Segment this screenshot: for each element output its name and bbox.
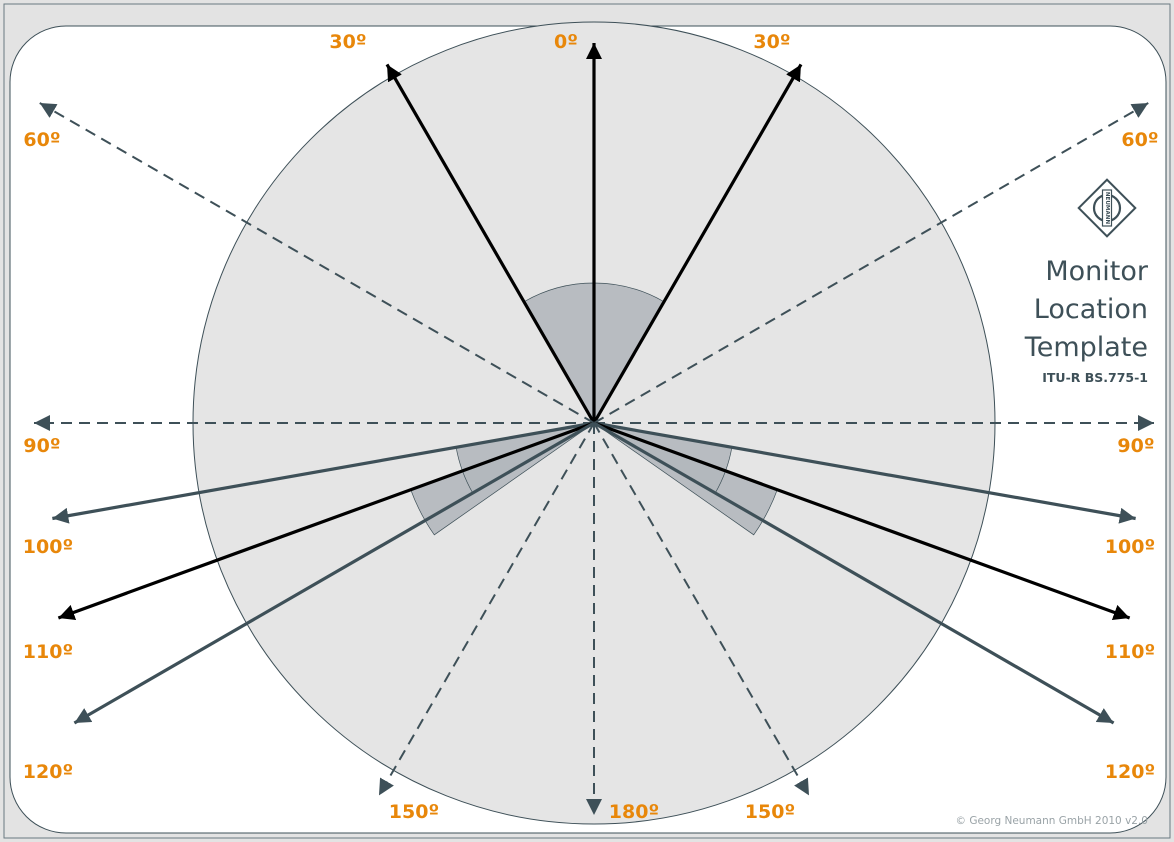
copyright-notice: © Georg Neumann GmbH 2010 v2.0 <box>955 815 1148 827</box>
ray-30-right-line <box>592 63 803 424</box>
ray-110-left-label: 110º <box>23 641 73 663</box>
ray-120-left-label: 120º <box>23 761 73 783</box>
ray-100-left-line <box>52 421 595 524</box>
ray-150-right-label: 150º <box>745 801 795 823</box>
title-line-2: Location <box>1034 294 1148 325</box>
ray-120-left-line <box>73 421 595 725</box>
ray-60-right-label: 60º <box>1121 129 1158 151</box>
ray-100-left-label: 100º <box>23 536 73 558</box>
title-line-3: Template <box>1024 332 1148 363</box>
ray-180-label: 180º <box>609 801 659 823</box>
ray-90-right-label: 90º <box>1117 435 1154 457</box>
title-line-1: Monitor <box>1045 256 1149 287</box>
speaker-rays <box>34 43 1154 815</box>
ray-110-left-line <box>57 421 595 620</box>
subtitle: ITU-R BS.775-1 <box>1042 370 1148 385</box>
ray-60-left-label: 60º <box>23 129 60 151</box>
ray-110-right-label: 110º <box>1105 641 1155 663</box>
ray-150-left-label: 150º <box>389 801 439 823</box>
ray-120-right-line <box>593 421 1115 725</box>
ray-100-right-label: 100º <box>1105 536 1155 558</box>
ray-110-right-line <box>593 421 1131 620</box>
ray-30-left-label: 30º <box>329 31 366 53</box>
ray-0-label: 0º <box>554 31 578 53</box>
ray-120-right-label: 120º <box>1105 761 1155 783</box>
ray-100-right-line <box>593 421 1136 524</box>
logo-bar-icon <box>1101 189 1113 227</box>
neumann-logo: NEUMANN <box>1077 178 1137 238</box>
angle-labels: 0º 30º 30º 60º 60º 90º 90º 100º 100º 110º 110º 120º… <box>23 31 1159 823</box>
ray-30-right-label: 30º <box>753 31 790 53</box>
ray-90-left-label: 90º <box>23 435 60 457</box>
ray-30-left-line <box>385 63 596 424</box>
logo-wordmark: NEUMANN <box>1104 192 1110 225</box>
